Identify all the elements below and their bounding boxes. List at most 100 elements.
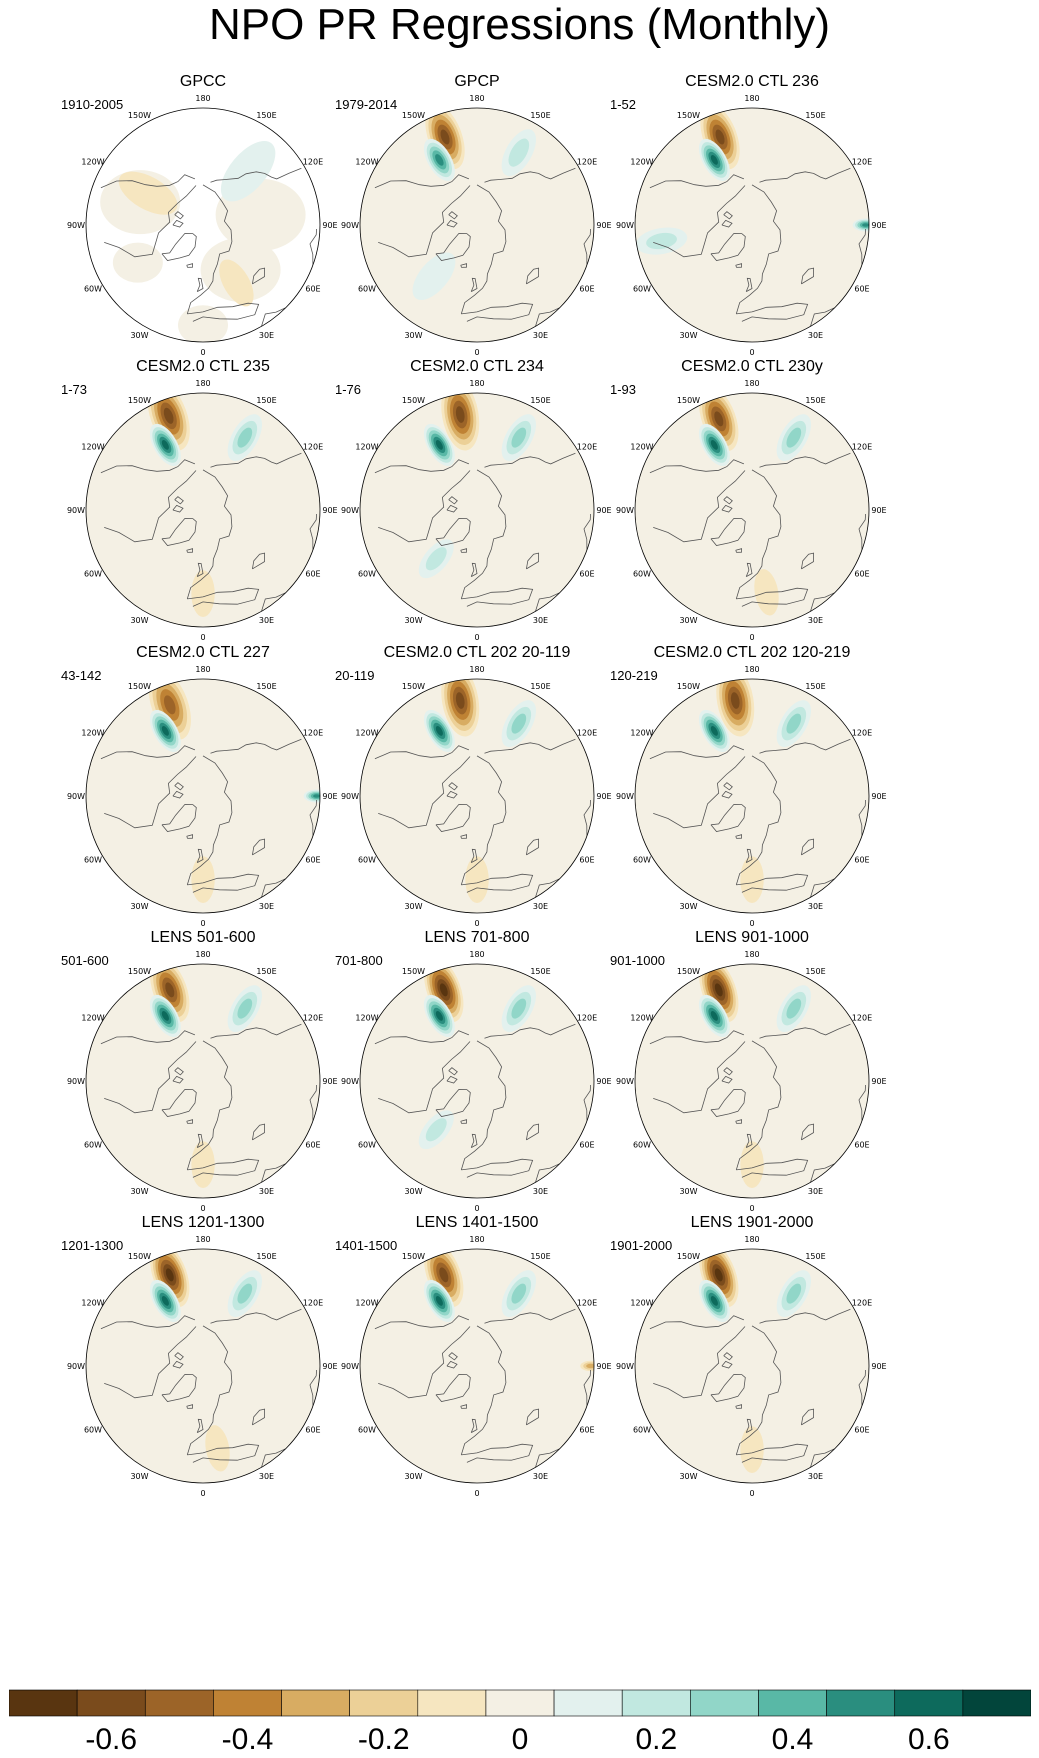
- colorbar-swatch: [213, 1689, 282, 1717]
- longitude-label: 120E: [852, 1014, 872, 1023]
- coastline: [735, 1119, 743, 1124]
- map-panel: CESM2.0 CTL 202 20-119 20-119 180 150E 120E 9…: [327, 643, 627, 943]
- polar-map: 180 150E 120E 90E 60E 30E 0 30W 60W 90W 120W 150W: [341, 950, 612, 1213]
- longitude-label: 90W: [616, 221, 634, 230]
- coastline: [484, 742, 539, 754]
- coastline: [649, 1030, 745, 1045]
- longitude-label: 150E: [256, 1252, 276, 1261]
- coastline: [461, 1443, 534, 1463]
- map-panel: CESM2.0 CTL 230y 1-93 180 150E 120E 90E 60E 30E…: [602, 357, 902, 657]
- map-background: [360, 108, 594, 342]
- regression-contour: [237, 427, 253, 448]
- longitude-label: 120E: [303, 158, 323, 167]
- regression-contour: [161, 726, 169, 736]
- longitude-label: 180: [469, 94, 484, 103]
- longitude-label: 90E: [322, 1362, 337, 1371]
- map-boundary: [359, 107, 595, 343]
- regression-contour: [219, 259, 254, 307]
- longitude-label: 150E: [530, 967, 550, 976]
- coastline: [174, 1067, 184, 1076]
- coastline: [858, 228, 866, 266]
- map-boundary: [634, 107, 870, 343]
- regression-contour: [710, 726, 718, 736]
- coastline: [446, 1360, 458, 1369]
- longitude-label: 180: [744, 665, 759, 674]
- longitude-label: 120E: [852, 729, 872, 738]
- longitude-label: 0: [200, 348, 205, 357]
- longitude-label: 120E: [852, 158, 872, 167]
- longitude-label: 60W: [633, 570, 651, 579]
- coastline: [801, 1408, 815, 1426]
- longitude-label: 30E: [533, 1472, 548, 1481]
- polar-map: 180 150E 120E 90E 60E 30E 0 30W 60W 90W 120W 150W: [67, 1235, 338, 1498]
- longitude-label: 90W: [67, 792, 85, 801]
- map-panel: GPCC 1910-2005 180 150E 120E 90E 60E 30E 0 30W 60W…: [53, 72, 353, 372]
- longitude-label: 120E: [577, 158, 597, 167]
- coastline: [810, 878, 835, 898]
- longitude-label: 150W: [128, 396, 151, 405]
- longitude-label: 180: [469, 1235, 484, 1244]
- longitude-label: 90E: [871, 506, 886, 515]
- coastline: [526, 838, 540, 856]
- longitude-label: 120W: [355, 1014, 378, 1023]
- coastline: [484, 456, 539, 468]
- coastline: [100, 745, 196, 760]
- regression-contour: [161, 1011, 169, 1021]
- longitude-label: 90E: [596, 1362, 611, 1371]
- map-panel: LENS 901-1000 901-1000 180 150E 120E 90E 60E 30…: [602, 928, 902, 1228]
- longitude-label: 120W: [355, 729, 378, 738]
- coastline: [448, 211, 458, 220]
- panel-year-range: 1401-1500: [335, 1238, 398, 1253]
- coastline: [535, 307, 560, 327]
- coastline: [374, 745, 470, 760]
- regression-contour: [646, 232, 677, 250]
- coastline: [448, 496, 458, 505]
- coastline: [538, 167, 576, 180]
- panel-title: CESM2.0 CTL 234: [410, 358, 544, 375]
- coastline: [161, 1374, 197, 1402]
- longitude-label: 30W: [130, 616, 148, 625]
- longitude-label: 150W: [402, 111, 425, 120]
- regression-contour: [715, 129, 725, 145]
- longitude-label: 150W: [128, 682, 151, 691]
- longitude-label: 30E: [533, 1187, 548, 1196]
- regression-contour: [740, 1141, 764, 1189]
- coastline: [187, 587, 260, 607]
- longitude-label: 150W: [128, 111, 151, 120]
- coastline: [583, 1084, 591, 1122]
- coastline: [470, 277, 478, 292]
- longitude-label: 60W: [84, 1141, 102, 1150]
- map-background: [86, 964, 320, 1198]
- map-background: [360, 679, 594, 913]
- map-panel: LENS 701-800 701-800 180 150E 120E 90E 60E 30E 0…: [327, 928, 627, 1228]
- coastline: [435, 233, 471, 261]
- coastline: [172, 504, 184, 513]
- coastline: [252, 552, 266, 570]
- panel-year-range: 501-600: [61, 953, 109, 968]
- longitude-label: 120W: [630, 443, 653, 452]
- longitude-label: 30W: [679, 1472, 697, 1481]
- panel-title: LENS 1401-1500: [415, 1214, 539, 1231]
- longitude-label: 60E: [579, 570, 594, 579]
- longitude-label: 120E: [303, 1299, 323, 1308]
- longitude-label: 60E: [579, 285, 594, 294]
- colorbar-swatch: [485, 1689, 555, 1717]
- map-background: [635, 393, 869, 627]
- longitude-label: 150E: [805, 396, 825, 405]
- longitude-label: 120E: [577, 729, 597, 738]
- coastline: [187, 1443, 260, 1463]
- coastline: [735, 184, 782, 315]
- coastline: [264, 1023, 302, 1036]
- coastline: [104, 756, 197, 829]
- coastline: [583, 228, 591, 266]
- longitude-label: 150W: [402, 396, 425, 405]
- map-background: [86, 1249, 320, 1483]
- longitude-label: 60E: [305, 1141, 320, 1150]
- regression-contour: [511, 713, 527, 734]
- coastline: [210, 1312, 265, 1324]
- map-background: [635, 964, 869, 1198]
- coastline: [759, 1312, 814, 1324]
- regression-contour: [511, 1283, 527, 1304]
- longitude-label: 30W: [130, 902, 148, 911]
